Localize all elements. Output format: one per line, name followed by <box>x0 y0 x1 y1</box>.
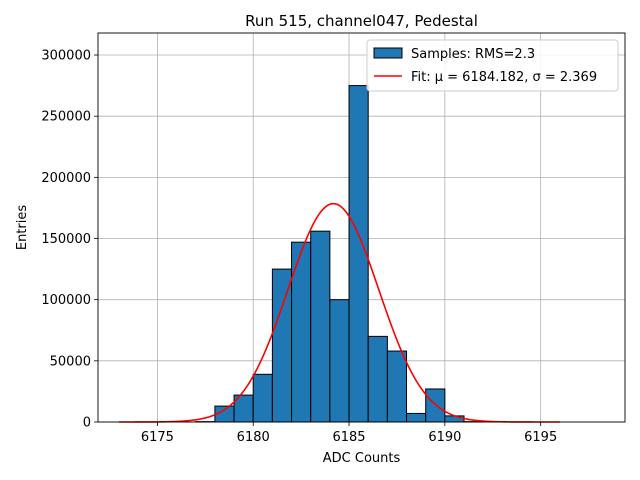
legend-box <box>366 39 619 92</box>
x-tick-label: 6175 <box>141 430 174 445</box>
histogram-bar <box>386 350 408 423</box>
y-tick-label: 0 <box>83 416 91 431</box>
x-tick-label: 6180 <box>237 430 270 445</box>
histogram-bar <box>444 415 465 423</box>
fit-curve-layer <box>119 202 560 423</box>
y-tick-label: 250000 <box>41 110 91 125</box>
y-tick-label: 50000 <box>50 354 91 369</box>
histogram-bars <box>195 85 484 423</box>
gaussian-fit-curve <box>119 202 560 423</box>
plot-frame <box>97 32 626 423</box>
x-axis-label: ADC Counts <box>323 451 401 466</box>
chart-title: Run 515, channel047, Pedestal <box>245 12 478 30</box>
histogram-bar <box>310 230 331 423</box>
legend-swatch-samples <box>373 47 403 59</box>
histogram-bar <box>329 299 350 423</box>
x-tick-label: 6195 <box>524 430 557 445</box>
legend: Samples: RMS=2.3 Fit: μ = 6184.182, σ = … <box>366 39 619 92</box>
legend-label-fit: Fit: μ = 6184.182, σ = 2.369 <box>411 70 597 85</box>
histogram-bar <box>271 268 293 423</box>
histogram-bar <box>406 412 427 423</box>
y-tick-label: 200000 <box>41 171 91 186</box>
y-axis-label: Entries <box>15 205 30 251</box>
axis-ticks: 6175 6180 6185 6190 6195 0 50000 100000 150000 20… <box>41 49 557 445</box>
y-tick-label: 300000 <box>41 49 91 64</box>
histogram-bar <box>252 373 273 423</box>
histogram-bar <box>425 388 446 423</box>
legend-label-samples: Samples: RMS=2.3 <box>411 47 535 62</box>
x-tick-label: 6190 <box>428 430 461 445</box>
y-tick-label: 150000 <box>41 232 91 247</box>
histogram-bar <box>367 335 388 423</box>
x-tick-label: 6185 <box>332 430 365 445</box>
y-tick-label: 100000 <box>41 293 91 308</box>
